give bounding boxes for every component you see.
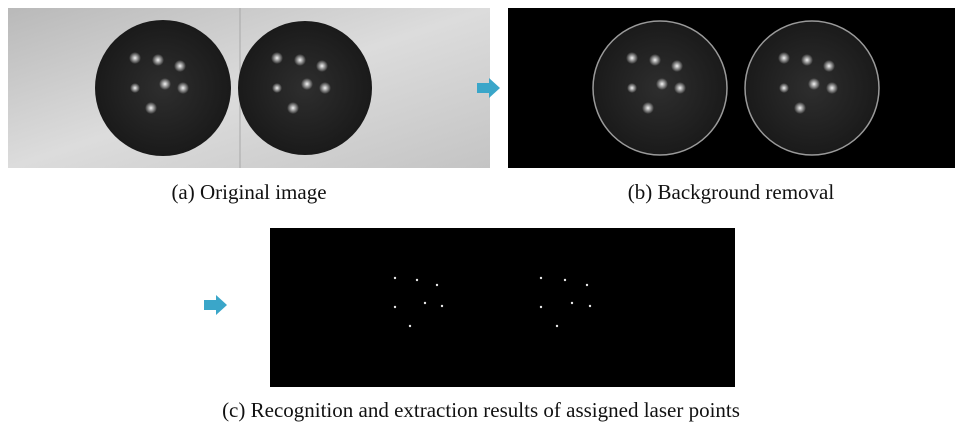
panel-c: (c) Recognition and extraction results o… xyxy=(222,228,740,422)
caption: (a) Original image xyxy=(171,180,326,204)
arrow xyxy=(204,295,227,315)
page: (a) Original image (b) Background remova… xyxy=(0,0,961,430)
caption: (c) Recognition and extraction results o… xyxy=(222,398,740,422)
panel-a: (a) Original image xyxy=(8,8,490,204)
background-removed-image xyxy=(508,8,955,168)
caption: (b) Background removal xyxy=(628,180,835,204)
panel-b: (b) Background removal xyxy=(508,8,955,204)
figure: (a) Original image (b) Background remova… xyxy=(0,0,961,430)
extraction-result-image xyxy=(270,228,735,387)
